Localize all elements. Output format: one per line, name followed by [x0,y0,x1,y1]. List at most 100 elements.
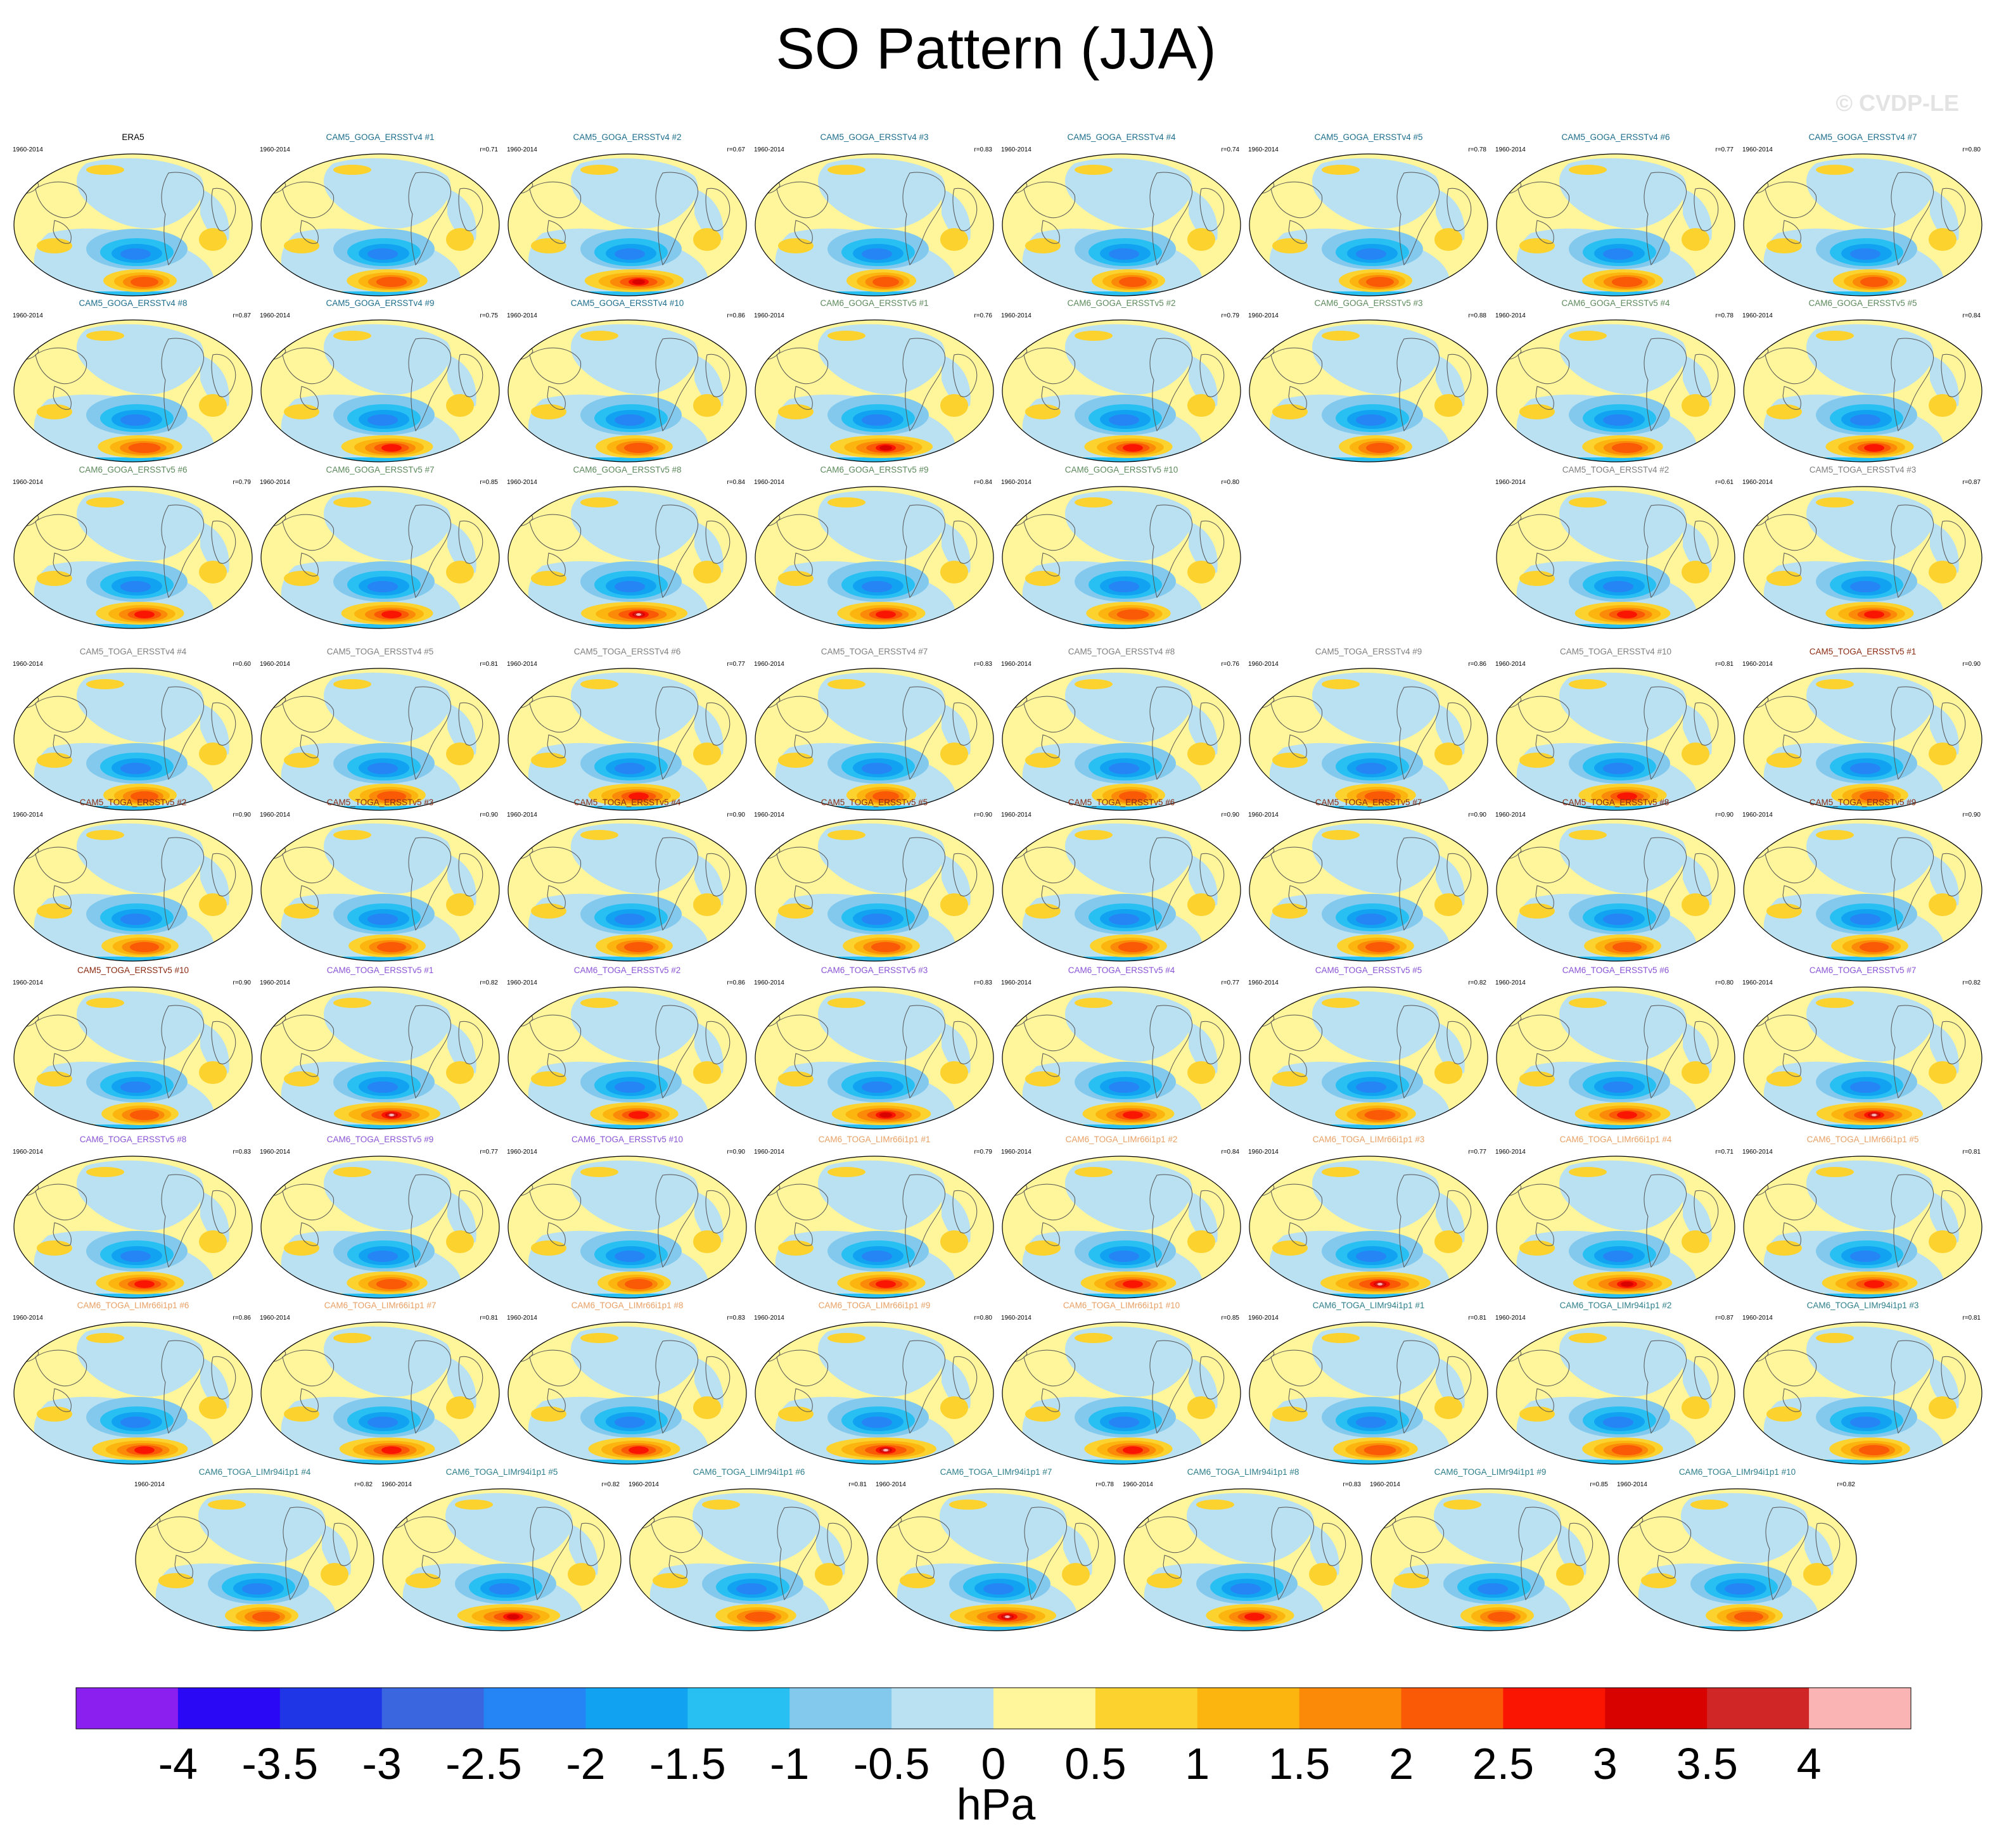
map-panel: CAM6_TOGA_ERSSTv5 #3 1960-2014 r=0.83 [751,965,997,1133]
panel-years: 1960-2014 [1001,479,1031,486]
map-panel: CAM6_TOGA_LIMr94i1p1 #8 1960-2014 r=0.83 [1120,1467,1366,1635]
map-panel: CAM6_GOGA_ERSSTv5 #9 1960-2014 r=0.84 [751,464,997,632]
panel-title: CAM6_GOGA_ERSSTv5 #7 [326,465,435,475]
panel-pattern-correlation: r=0.90 [727,1149,745,1156]
panel-pattern-correlation: r=0.83 [1343,1481,1361,1488]
map-panel: CAM5_TOGA_ERSSTv4 #4 1960-2014 r=0.60 [10,646,256,814]
panel-pattern-correlation: r=0.82 [601,1481,620,1488]
global-map [13,1156,253,1299]
panel-title: CAM6_GOGA_ERSSTv5 #9 [820,465,929,475]
map-panel: CAM6_TOGA_ERSSTv5 #6 1960-2014 r=0.80 [1493,965,1739,1133]
panel-pattern-correlation: r=0.83 [727,1315,745,1322]
panel-pattern-correlation: r=0.87 [233,312,251,319]
map-panel: CAM5_TOGA_ERSSTv4 #9 1960-2014 r=0.86 [1246,646,1491,814]
panel-title: CAM5_TOGA_ERSSTv4 #2 [1562,465,1670,475]
panel-title: CAM5_TOGA_ERSSTv4 #7 [820,647,928,656]
panel-pattern-correlation: r=0.74 [1221,146,1239,153]
panel-pattern-correlation: r=0.83 [974,979,992,986]
global-map [1496,668,1735,811]
map-panel: CAM6_TOGA_LIMr94i1p1 #6 1960-2014 r=0.81 [626,1467,872,1635]
panel-title: CAM5_TOGA_ERSSTv5 #9 [1809,798,1917,807]
panel-title: CAM5_TOGA_ERSSTv5 #4 [573,798,681,807]
map-panel: CAM6_TOGA_LIMr66i1p1 #10 1960-2014 r=0.85 [999,1300,1244,1468]
panel-title: CAM6_GOGA_ERSSTv5 #1 [820,298,929,308]
panel-years: 1960-2014 [1495,1149,1526,1156]
global-map [1743,986,1982,1130]
colorbar-swatch [1095,1688,1198,1729]
panel-title: CAM6_TOGA_LIMr66i1p1 #7 [324,1301,437,1310]
map-panel: CAM5_GOGA_ERSSTv4 #6 1960-2014 r=0.77 [1493,132,1739,300]
panel-years: 1960-2014 [1742,812,1773,819]
map-panel: CAM6_TOGA_ERSSTv5 #4 1960-2014 r=0.77 [999,965,1244,1133]
map-panel: CAM6_TOGA_LIMr66i1p1 #3 1960-2014 r=0.77 [1246,1134,1491,1302]
global-map [508,1322,747,1465]
panel-years: 1960-2014 [1742,1149,1773,1156]
panel-years: 1960-2014 [1001,812,1031,819]
panel-title: CAM5_TOGA_ERSSTv5 #5 [820,798,928,807]
map-panel: CAM6_TOGA_LIMr66i1p1 #4 1960-2014 r=0.71 [1493,1134,1739,1302]
global-map [13,319,253,462]
panel-pattern-correlation: r=0.61 [1715,479,1733,486]
panel-title: CAM5_GOGA_ERSSTv4 #3 [820,132,929,142]
panel-years: 1960-2014 [13,979,43,986]
panel-title: CAM6_TOGA_ERSSTv5 #5 [1315,965,1422,975]
map-panel: CAM5_TOGA_ERSSTv5 #8 1960-2014 r=0.90 [1493,797,1739,965]
global-map [1743,1156,1982,1299]
global-map [260,153,500,296]
panel-years: 1960-2014 [1742,479,1773,486]
global-map [755,819,994,962]
global-map [1743,153,1982,296]
panel-title: CAM5_GOGA_ERSSTv4 #9 [326,298,435,308]
panel-title: CAM6_TOGA_LIMr66i1p1 #3 [1312,1135,1425,1144]
panel-years: 1960-2014 [1742,979,1773,986]
map-panel: CAM6_TOGA_LIMr66i1p1 #2 1960-2014 r=0.84 [999,1134,1244,1302]
panel-years: 1960-2014 [13,1149,43,1156]
panel-pattern-correlation: r=0.81 [1468,1315,1486,1322]
panel-pattern-correlation: r=0.82 [480,979,498,986]
panel-pattern-correlation: r=0.80 [1221,479,1239,486]
global-map [629,1488,869,1631]
map-panel: CAM6_GOGA_ERSSTv5 #4 1960-2014 r=0.78 [1493,298,1739,466]
colorbar-swatch [381,1688,485,1729]
panel-years: 1960-2014 [754,146,784,153]
map-panel: CAM6_TOGA_LIMr66i1p1 #6 1960-2014 r=0.86 [10,1300,256,1468]
panel-years: 1960-2014 [1123,1481,1153,1488]
map-panel: CAM6_TOGA_LIMr94i1p1 #4 1960-2014 r=0.82 [132,1467,378,1635]
panel-title: CAM5_GOGA_ERSSTv4 #10 [570,298,684,308]
global-map [1370,1488,1610,1631]
panel-title: CAM6_TOGA_LIMr66i1p1 #5 [1806,1135,1919,1144]
global-map [1249,1156,1488,1299]
global-map [1249,986,1488,1130]
panel-pattern-correlation: r=0.80 [1715,979,1733,986]
panel-years: 1960-2014 [507,1315,537,1322]
map-panel: CAM5_TOGA_ERSSTv5 #5 1960-2014 r=0.90 [751,797,997,965]
panel-pattern-correlation: r=0.78 [1095,1481,1114,1488]
panel-pattern-correlation: r=0.81 [480,661,498,668]
global-map [508,986,747,1130]
panel-title: CAM5_GOGA_ERSSTv4 #7 [1808,132,1917,142]
panel-pattern-correlation: r=0.81 [480,1315,498,1322]
panel-pattern-correlation: r=0.86 [727,312,745,319]
panel-years: 1960-2014 [1248,1315,1279,1322]
panel-years: 1960-2014 [134,1481,165,1488]
global-map [260,819,500,962]
watermark: © CVDP-LE [1836,90,1959,116]
panel-years: 1960-2014 [1742,661,1773,668]
panel-title: CAM5_GOGA_ERSSTv4 #8 [79,298,188,308]
panel-pattern-correlation: r=0.87 [1715,1315,1733,1322]
global-map [13,1322,253,1465]
global-map [755,486,994,629]
colorbar-frame [75,1687,1912,1730]
panel-pattern-correlation: r=0.77 [1715,146,1733,153]
panel-title: CAM6_TOGA_LIMr94i1p1 #2 [1559,1301,1672,1310]
panel-years: 1960-2014 [507,661,537,668]
map-panel: CAM6_TOGA_LIMr94i1p1 #5 1960-2014 r=0.82 [379,1467,625,1635]
global-map [260,668,500,811]
global-map [382,1488,622,1631]
global-map [1496,819,1735,962]
map-panel: CAM6_TOGA_ERSSTv5 #8 1960-2014 r=0.83 [10,1134,256,1302]
global-map [1496,986,1735,1130]
panel-pattern-correlation: r=0.81 [1715,661,1733,668]
global-map [13,819,253,962]
panel-pattern-correlation: r=0.90 [233,812,251,819]
